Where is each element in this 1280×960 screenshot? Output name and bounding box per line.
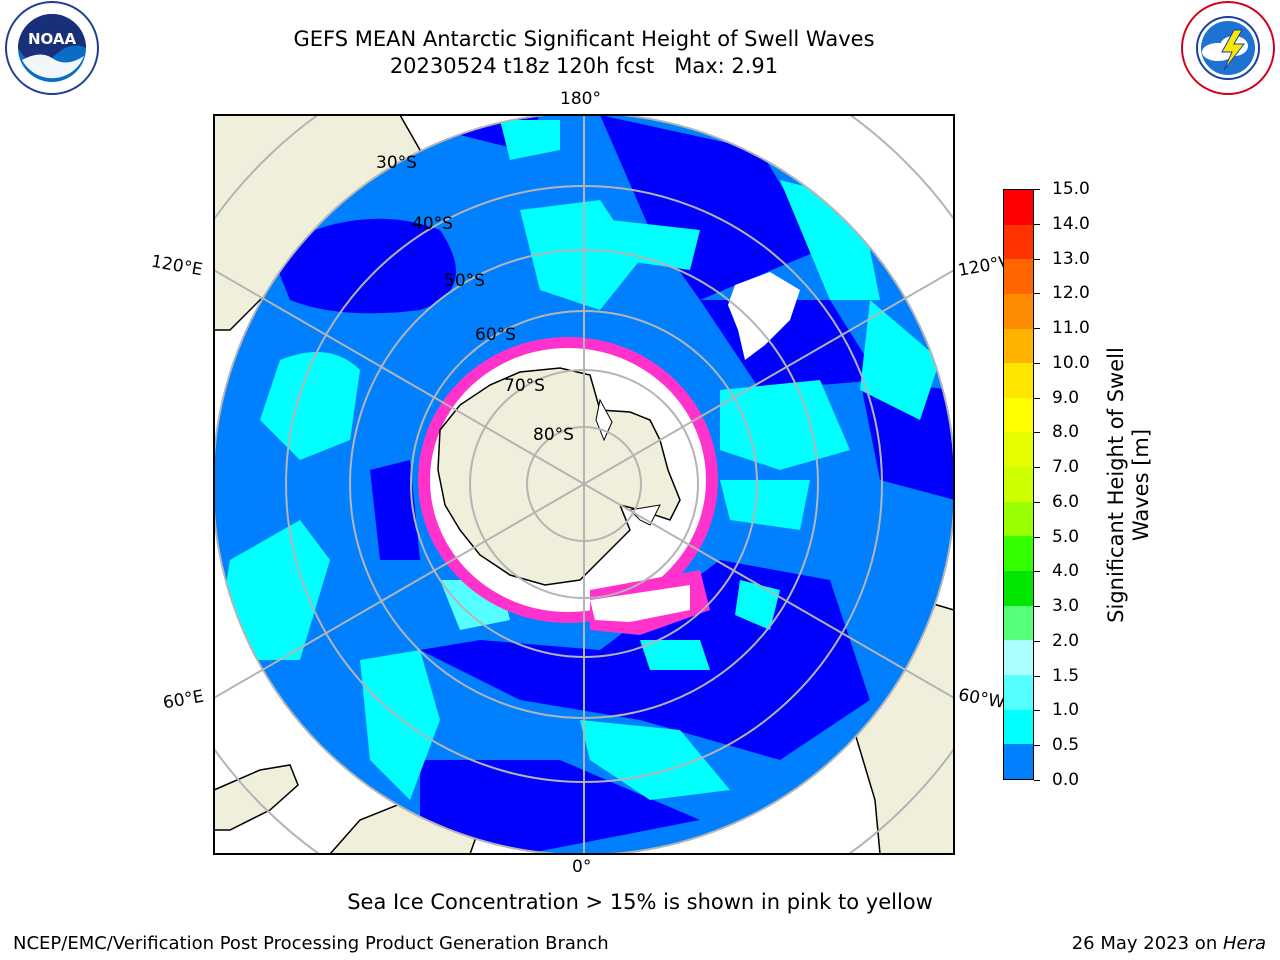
lat-label-60s: 60°S	[475, 325, 516, 345]
colorbar-band	[1004, 224, 1033, 260]
chart-title: GEFS MEAN Antarctic Significant Height o…	[293, 27, 875, 51]
colorbar-tick-mark	[1034, 745, 1040, 747]
colorbar-tick-label: 13.0	[1052, 248, 1090, 269]
colorbar-tick-mark	[1034, 189, 1040, 190]
lat-label-80s: 80°S	[533, 425, 574, 445]
colorbar-tick-mark	[1034, 571, 1040, 573]
colorbar-tick-label: 1.0	[1052, 700, 1080, 721]
lon-label-180: 180°	[560, 89, 601, 109]
colorbar-tick-label: 12.0	[1052, 283, 1090, 304]
colorbar-tick-label: 3.0	[1052, 596, 1080, 617]
colorbar-tick-mark	[1034, 258, 1040, 260]
colorbar-tick-label: 1.5	[1052, 665, 1080, 686]
colorbar-label: Significant Height of Swell Waves [m]	[1104, 347, 1153, 623]
colorbar-tick-label: 4.0	[1052, 561, 1080, 582]
colorbar-band	[1004, 328, 1033, 364]
colorbar-tick-mark	[1034, 606, 1040, 608]
colorbar-tick-mark	[1034, 223, 1040, 225]
colorbar-tick-label: 15.0	[1052, 179, 1090, 199]
nws-logo-icon	[1176, 0, 1280, 100]
colorbar-tick-mark	[1034, 362, 1040, 364]
colorbar-tick-label: 2.0	[1052, 630, 1080, 651]
colorbar-tick-mark	[1034, 501, 1040, 503]
colorbar-band	[1004, 190, 1033, 225]
lat-label-30s: 30°S	[376, 153, 417, 173]
colorbar-tick-mark	[1034, 293, 1040, 295]
colorbar-band	[1004, 605, 1033, 641]
madagascar-land	[214, 764, 299, 831]
colorbar-band	[1004, 536, 1033, 572]
colorbar-tick-mark	[1034, 328, 1040, 330]
colorbar-band	[1004, 501, 1033, 537]
colorbar-tick-mark	[1034, 432, 1040, 434]
colorbar-tick-mark	[1034, 710, 1040, 712]
colorbar	[1003, 189, 1034, 780]
footer-date: 26 May 2023 on Hera	[1071, 933, 1266, 954]
colorbar-tick-label: 0.5	[1052, 735, 1080, 756]
colorbar-band	[1004, 397, 1033, 433]
colorbar-band	[1004, 363, 1033, 398]
colorbar-band	[1004, 293, 1033, 329]
lat-label-50s: 50°S	[444, 271, 485, 291]
colorbar-tick-label: 11.0	[1052, 318, 1090, 339]
colorbar-band	[1004, 467, 1033, 502]
colorbar-tick-mark	[1034, 640, 1040, 642]
noaa-logo-icon: NOAA	[0, 0, 104, 100]
colorbar-band	[1004, 640, 1033, 675]
colorbar-tick-label: 8.0	[1052, 422, 1080, 443]
lon-label-0: 0°	[572, 857, 592, 877]
lat-label-40s: 40°S	[412, 214, 453, 234]
colorbar-tick-mark	[1034, 780, 1040, 781]
colorbar-tick-label: 0.0	[1052, 770, 1080, 790]
colorbar-tick-label: 7.0	[1052, 457, 1080, 478]
antarctica-land	[437, 367, 681, 586]
colorbar-tick-label: 5.0	[1052, 526, 1080, 547]
colorbar-band	[1004, 259, 1033, 294]
footer-credit: NCEP/EMC/Verification Post Processing Pr…	[13, 933, 609, 954]
colorbar-tick-label: 10.0	[1052, 352, 1090, 373]
sea-ice-caption: Sea Ice Concentration > 15% is shown in …	[347, 890, 933, 914]
lat-label-70s: 70°S	[504, 376, 545, 396]
colorbar-tick-mark	[1034, 675, 1040, 677]
colorbar-band	[1004, 709, 1033, 745]
svg-text:NOAA: NOAA	[28, 30, 77, 48]
colorbar-tick-mark	[1034, 397, 1040, 399]
colorbar-band	[1004, 432, 1033, 468]
colorbar-band	[1004, 744, 1033, 779]
colorbar-tick-mark	[1034, 467, 1040, 469]
chart-subtitle: 20230524 t18z 120h fcst Max: 2.91	[389, 54, 779, 78]
colorbar-tick-label: 9.0	[1052, 387, 1080, 408]
colorbar-tick-label: 14.0	[1052, 213, 1090, 234]
colorbar-tick-mark	[1034, 536, 1040, 538]
colorbar-tick-label: 6.0	[1052, 491, 1080, 512]
colorbar-band	[1004, 571, 1033, 606]
colorbar-band	[1004, 674, 1033, 710]
